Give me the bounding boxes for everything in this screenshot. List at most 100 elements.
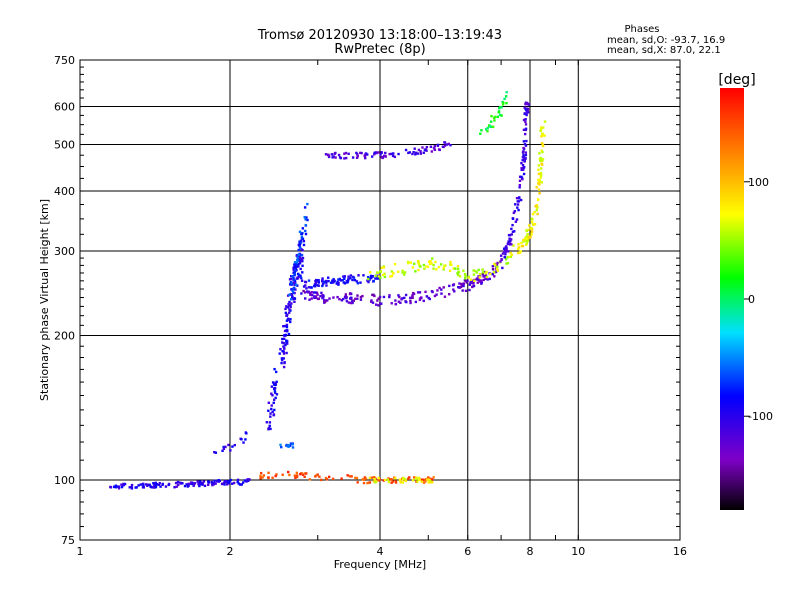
- echo-point: [530, 233, 533, 236]
- echo-point: [522, 140, 526, 143]
- echo-point: [303, 297, 307, 300]
- echo-point: [524, 107, 527, 111]
- echo-point: [339, 156, 343, 160]
- echo-point: [414, 270, 417, 273]
- echo-point: [240, 483, 243, 486]
- echo-point: [288, 444, 292, 448]
- echo-point: [364, 152, 368, 155]
- echo-point: [301, 271, 304, 274]
- echo-point: [272, 413, 276, 416]
- echo-point: [286, 342, 289, 345]
- y-tick-label: 600: [54, 101, 75, 114]
- echo-point: [486, 126, 489, 130]
- echo-point: [338, 297, 341, 301]
- echo-point: [206, 483, 210, 486]
- echo-point: [434, 260, 437, 264]
- echo-point: [287, 470, 290, 474]
- echo-point: [303, 475, 306, 478]
- echo-point: [294, 476, 297, 479]
- echo-point: [485, 275, 489, 279]
- echo-point: [522, 238, 525, 242]
- echo-point: [530, 221, 534, 224]
- echo-point: [386, 478, 390, 481]
- echo-point: [354, 476, 357, 480]
- echo-point: [326, 276, 330, 279]
- echo-point: [457, 285, 460, 289]
- echo-point: [393, 155, 397, 159]
- echo-point: [274, 474, 277, 478]
- y-axis-label: Stationary phase Virtual Height [km]: [38, 199, 51, 401]
- echo-point: [369, 274, 373, 278]
- echo-point: [273, 367, 276, 371]
- echo-point: [368, 278, 371, 281]
- echo-point: [185, 483, 188, 486]
- echo-point: [373, 294, 376, 298]
- echo-point: [290, 302, 293, 305]
- echo-point: [300, 253, 304, 257]
- echo-point: [502, 101, 505, 104]
- echo-point: [340, 299, 344, 302]
- echo-point: [484, 271, 488, 275]
- echo-point: [287, 318, 291, 322]
- echo-point: [537, 188, 541, 191]
- echo-point: [284, 311, 288, 315]
- echo-point: [273, 391, 277, 394]
- echo-point: [292, 291, 295, 294]
- echo-point: [448, 293, 451, 296]
- echo-point: [524, 144, 528, 147]
- echo-point: [403, 477, 407, 481]
- echo-point: [312, 291, 316, 294]
- echo-point: [231, 445, 234, 448]
- echo-point: [370, 155, 374, 158]
- echo-point: [271, 476, 274, 479]
- echo-point: [425, 149, 428, 152]
- echo-point: [486, 278, 489, 281]
- echo-point: [510, 253, 514, 257]
- echo-point: [153, 486, 156, 489]
- echo-point: [500, 258, 503, 261]
- echo-point: [492, 270, 496, 274]
- echo-point: [536, 198, 540, 202]
- echo-point: [359, 298, 363, 301]
- echo-point: [378, 295, 382, 299]
- echo-point: [421, 478, 425, 481]
- echo-point: [510, 227, 513, 231]
- echo-point: [533, 211, 536, 214]
- echo-point: [297, 262, 300, 266]
- echo-point: [271, 394, 274, 397]
- echo-point: [259, 471, 263, 475]
- echo-point: [364, 477, 368, 480]
- echo-point: [433, 148, 437, 152]
- echo-point: [232, 481, 236, 485]
- echo-point: [439, 263, 443, 266]
- echo-point: [356, 294, 359, 297]
- echo-point: [259, 474, 262, 478]
- echo-point: [344, 293, 348, 296]
- echo-point: [368, 481, 371, 484]
- echo-point: [371, 301, 375, 304]
- echo-point: [309, 291, 312, 295]
- echo-point: [267, 409, 270, 412]
- echo-point: [448, 284, 451, 288]
- echo-point: [411, 294, 414, 298]
- echo-point: [409, 261, 413, 264]
- echo-point: [319, 294, 322, 298]
- echo-point: [421, 146, 424, 149]
- echo-point: [164, 485, 168, 488]
- echo-point: [464, 275, 467, 278]
- echo-point: [508, 239, 512, 242]
- echo-point: [398, 478, 402, 481]
- echo-point: [490, 114, 493, 118]
- echo-point: [222, 447, 226, 450]
- echo-point: [275, 370, 278, 374]
- echo-point: [224, 445, 227, 449]
- x-tick-label: 8: [527, 545, 534, 558]
- echo-point: [271, 410, 274, 414]
- echo-point: [295, 258, 299, 262]
- echo-point: [524, 151, 528, 154]
- echo-point: [436, 289, 439, 292]
- echo-point: [524, 101, 528, 104]
- echo-point: [494, 264, 497, 267]
- echo-point: [303, 215, 306, 219]
- echo-point: [539, 129, 542, 132]
